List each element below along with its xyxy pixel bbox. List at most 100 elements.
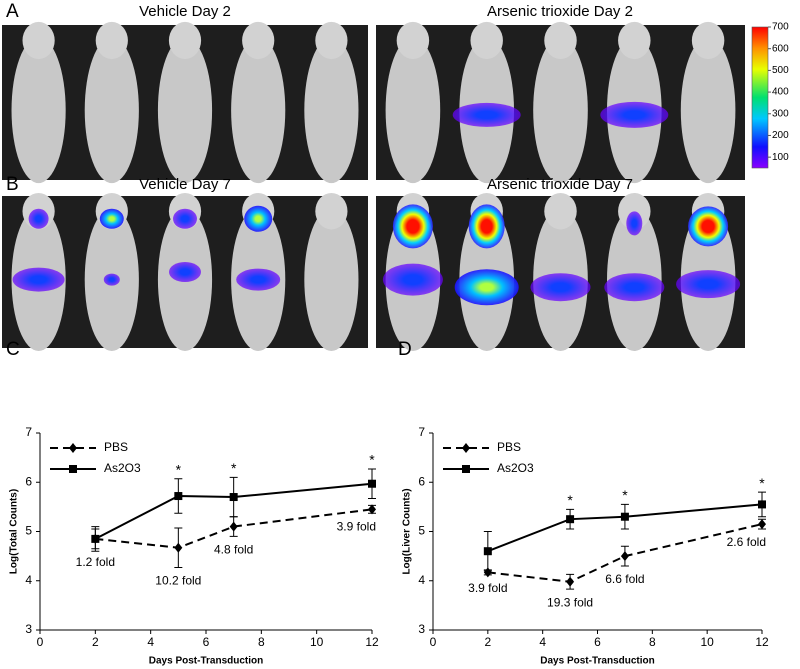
legend-label: As2O3 [104, 461, 141, 475]
marker [620, 551, 629, 562]
legend-marker [69, 443, 77, 453]
marker [566, 576, 575, 587]
signal [28, 208, 49, 229]
marker [174, 492, 183, 501]
mouse-head [544, 192, 577, 230]
legend-marker [462, 443, 470, 453]
legend-marker [462, 465, 470, 473]
x-tick-label: 2 [484, 635, 491, 649]
mouse-head [618, 192, 651, 230]
image-panels [2, 21, 745, 352]
significance-mark: * [759, 475, 765, 491]
image-title: Arsenic trioxide Day 7 [487, 176, 633, 193]
colorbar-tick-label: 600 [772, 43, 789, 54]
signal [604, 273, 665, 302]
y-tick-label: 5 [418, 524, 425, 538]
signal [173, 208, 197, 229]
fold-label: 3.9 fold [337, 519, 376, 533]
x-axis-label: Days Post-Transduction [149, 656, 263, 667]
fold-label: 2.6 fold [727, 535, 766, 549]
mouse [84, 37, 139, 184]
mouse-head [315, 192, 348, 230]
marker [483, 547, 492, 556]
signal [382, 263, 443, 296]
colorbar-tick-label: 100 [772, 152, 789, 163]
series-line [94, 482, 373, 540]
x-tick-label: 10 [310, 635, 324, 649]
x-tick-label: 8 [258, 635, 265, 649]
legend-label: PBS [104, 440, 128, 454]
signal [236, 268, 281, 291]
colorbar-tick-label: 200 [772, 130, 789, 141]
significance-mark: * [176, 462, 182, 478]
mouse-head [242, 21, 275, 60]
fold-label: 1.2 fold [76, 555, 115, 569]
marker [91, 534, 100, 543]
mouse-head [95, 21, 128, 60]
mouse-head [470, 21, 503, 60]
legend-label: PBS [497, 440, 521, 454]
image-title: Vehicle Day 2 [139, 3, 231, 20]
marker [174, 542, 183, 553]
signal [600, 101, 669, 128]
x-axis-label: Days Post-Transduction [540, 656, 654, 667]
marker [229, 521, 238, 532]
marker [229, 493, 238, 502]
signal [103, 273, 120, 286]
x-tick-label: 4 [147, 635, 154, 649]
significance-mark: * [622, 487, 628, 503]
marker [758, 500, 766, 509]
y-axis-label: Log(Liver Counts) [402, 488, 413, 574]
fold-label: 3.9 fold [468, 581, 507, 595]
signal [688, 206, 729, 247]
series-line [95, 508, 373, 549]
x-tick-label: 8 [649, 635, 656, 649]
significance-mark: * [369, 452, 375, 468]
mouse [680, 37, 736, 184]
colorbar-tick-label: 300 [772, 108, 789, 119]
x-tick-label: 12 [755, 635, 769, 649]
mouse [533, 37, 588, 184]
y-tick-label: 5 [25, 524, 32, 538]
series-line [487, 523, 763, 583]
legend-marker [69, 465, 77, 473]
signal [244, 205, 273, 232]
colorbar-tick-label: 400 [772, 87, 789, 98]
x-tick-label: 6 [594, 635, 601, 649]
y-tick-label: 6 [25, 474, 32, 488]
signal [530, 273, 591, 302]
signal [452, 102, 521, 127]
marker [758, 519, 766, 530]
x-tick-label: 0 [37, 635, 44, 649]
signal [468, 204, 505, 249]
y-tick-label: 3 [25, 622, 32, 636]
mouse [385, 37, 441, 184]
y-tick-label: 4 [25, 573, 32, 587]
x-tick-label: 2 [92, 635, 99, 649]
fold-label: 10.2 fold [155, 574, 201, 588]
mouse-head [691, 21, 725, 60]
mouse-head [168, 21, 202, 60]
y-tick-label: 7 [25, 425, 32, 439]
mouse [11, 37, 66, 184]
signal [99, 208, 124, 229]
x-tick-label: 10 [700, 635, 714, 649]
mouse-head [22, 21, 55, 60]
x-tick-label: 4 [539, 635, 546, 649]
signal [12, 267, 65, 292]
fold-label: 6.6 fold [605, 572, 644, 586]
mouse [304, 208, 359, 352]
colorbar-tick-label: 500 [772, 65, 789, 76]
marker [368, 479, 376, 488]
significance-mark: * [567, 492, 573, 508]
marker [368, 504, 376, 515]
image-title: Arsenic trioxide Day 2 [487, 3, 633, 20]
mouse [231, 37, 286, 184]
panel-label: C [6, 339, 20, 360]
panel-label: B [6, 174, 19, 195]
y-tick-label: 6 [418, 474, 425, 488]
marker [566, 515, 575, 524]
significance-mark: * [231, 460, 237, 476]
signal [626, 211, 643, 236]
